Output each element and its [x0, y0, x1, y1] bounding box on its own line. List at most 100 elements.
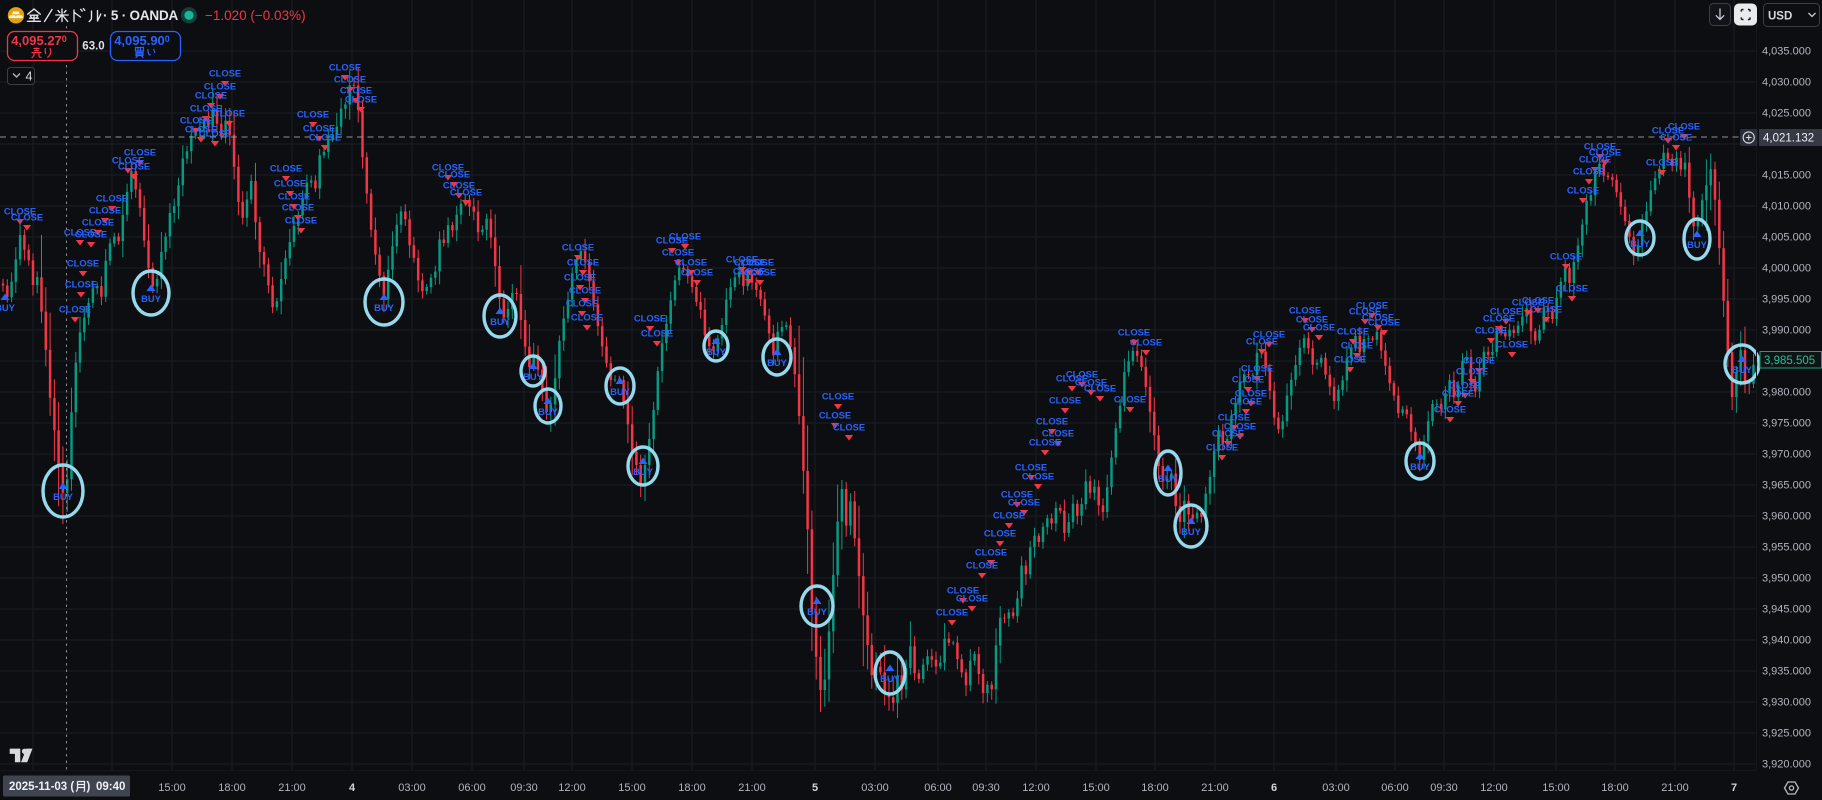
- svg-text:BUY: BUY: [880, 673, 901, 684]
- svg-text:CLOSE: CLOSE: [1368, 317, 1400, 328]
- svg-text:CLOSE: CLOSE: [112, 155, 144, 166]
- svg-text:21:00: 21:00: [278, 782, 306, 794]
- svg-text:CLOSE: CLOSE: [1579, 154, 1611, 165]
- svg-text:CLOSE: CLOSE: [1652, 125, 1684, 136]
- svg-text:4,000.000: 4,000.000: [1762, 263, 1811, 275]
- svg-text:CLOSE: CLOSE: [443, 180, 475, 191]
- svg-text:BUY: BUY: [538, 406, 559, 417]
- svg-text:BUY: BUY: [1158, 473, 1179, 484]
- svg-text:CLOSE: CLOSE: [75, 229, 107, 240]
- svg-text:CLOSE: CLOSE: [1556, 283, 1588, 294]
- svg-text:CLOSE: CLOSE: [285, 215, 317, 226]
- svg-text:CLOSE: CLOSE: [1668, 121, 1700, 132]
- svg-text:CLOSE: CLOSE: [1337, 326, 1369, 337]
- svg-text:BUY: BUY: [767, 357, 788, 368]
- svg-text:CLOSE: CLOSE: [733, 266, 765, 277]
- svg-text:CLOSE: CLOSE: [1475, 325, 1507, 336]
- svg-text:CLOSE: CLOSE: [1530, 304, 1562, 315]
- svg-text:CLOSE: CLOSE: [1522, 295, 1554, 306]
- svg-text:3,980.000: 3,980.000: [1762, 387, 1811, 399]
- svg-text:BUY: BUY: [374, 302, 395, 313]
- svg-text:4,021.132: 4,021.132: [1763, 133, 1814, 145]
- svg-text:CLOSE: CLOSE: [1442, 388, 1474, 399]
- svg-text:3,965.000: 3,965.000: [1762, 480, 1811, 492]
- svg-text:CLOSE: CLOSE: [1001, 489, 1033, 500]
- svg-text:CLOSE: CLOSE: [734, 257, 766, 268]
- svg-text:CLOSE: CLOSE: [1362, 312, 1394, 323]
- svg-text:CLOSE: CLOSE: [1456, 366, 1488, 377]
- svg-text:21:00: 21:00: [1661, 782, 1689, 794]
- svg-text:12:00: 12:00: [1480, 782, 1508, 794]
- svg-text:CLOSE: CLOSE: [345, 94, 377, 105]
- svg-text:CLOSE: CLOSE: [274, 178, 306, 189]
- svg-text:CLOSE: CLOSE: [984, 528, 1016, 539]
- svg-text:BUY: BUY: [490, 316, 511, 327]
- svg-text:15:00: 15:00: [1542, 782, 1570, 794]
- svg-text:CLOSE: CLOSE: [199, 128, 231, 139]
- svg-text:CLOSE: CLOSE: [64, 227, 96, 238]
- svg-text:3,920.000: 3,920.000: [1762, 759, 1811, 771]
- svg-text:CLOSE: CLOSE: [270, 163, 302, 174]
- svg-text:CLOSE: CLOSE: [975, 547, 1007, 558]
- svg-text:CLOSE: CLOSE: [1296, 314, 1328, 325]
- svg-text:21:00: 21:00: [1201, 782, 1229, 794]
- svg-text:6: 6: [1271, 782, 1277, 794]
- svg-text:4,015.000: 4,015.000: [1762, 170, 1811, 182]
- svg-text:09:30: 09:30: [510, 782, 538, 794]
- svg-text:CLOSE: CLOSE: [744, 267, 776, 278]
- svg-text:3,960.000: 3,960.000: [1762, 511, 1811, 523]
- svg-text:21:00: 21:00: [738, 782, 766, 794]
- svg-text:BUY: BUY: [1181, 526, 1202, 537]
- svg-text:CLOSE: CLOSE: [297, 109, 329, 120]
- svg-text:CLOSE: CLOSE: [1356, 300, 1388, 311]
- svg-text:09:30: 09:30: [972, 782, 1000, 794]
- svg-text:CLOSE: CLOSE: [1235, 388, 1267, 399]
- svg-text:BUY: BUY: [141, 293, 162, 304]
- svg-text:06:00: 06:00: [1381, 782, 1409, 794]
- svg-text:CLOSE: CLOSE: [833, 422, 865, 433]
- svg-text:CLOSE: CLOSE: [118, 161, 150, 172]
- svg-text:12:00: 12:00: [558, 782, 586, 794]
- svg-text:CLOSE: CLOSE: [726, 254, 758, 265]
- svg-text:CLOSE: CLOSE: [1490, 306, 1522, 317]
- svg-text:3,955.000: 3,955.000: [1762, 542, 1811, 554]
- svg-text:CLOSE: CLOSE: [564, 272, 596, 283]
- svg-text:3,930.000: 3,930.000: [1762, 697, 1811, 709]
- svg-text:03:00: 03:00: [861, 782, 889, 794]
- svg-text:CLOSE: CLOSE: [1036, 416, 1068, 427]
- svg-text:4,095.900: 4,095.900: [114, 33, 170, 48]
- svg-text:BUY: BUY: [0, 302, 16, 313]
- svg-text:4,030.000: 4,030.000: [1762, 77, 1811, 89]
- svg-text:4: 4: [349, 782, 356, 794]
- svg-text:CLOSE: CLOSE: [340, 85, 372, 96]
- svg-text:CLOSE: CLOSE: [89, 205, 121, 216]
- svg-text:18:00: 18:00: [218, 782, 246, 794]
- svg-text:CLOSE: CLOSE: [204, 81, 236, 92]
- svg-text:CLOSE: CLOSE: [450, 187, 482, 198]
- svg-text:CLOSE: CLOSE: [936, 607, 968, 618]
- svg-text:BUY: BUY: [1687, 239, 1708, 250]
- svg-text:CLOSE: CLOSE: [1646, 157, 1678, 168]
- svg-text:CLOSE: CLOSE: [641, 328, 673, 339]
- svg-text:BUY: BUY: [706, 346, 727, 357]
- svg-text:CLOSE: CLOSE: [1114, 394, 1146, 405]
- svg-text:CLOSE: CLOSE: [329, 62, 361, 73]
- svg-text:15:00: 15:00: [1082, 782, 1110, 794]
- svg-text:CLOSE: CLOSE: [124, 147, 156, 158]
- svg-text:CLOSE: CLOSE: [1434, 404, 1466, 415]
- svg-text:4: 4: [26, 70, 33, 84]
- svg-text:CLOSE: CLOSE: [1253, 329, 1285, 340]
- svg-text:3,985.505: 3,985.505: [1764, 355, 1815, 367]
- svg-text:CLOSE: CLOSE: [67, 258, 99, 269]
- svg-text:4,010.000: 4,010.000: [1762, 201, 1811, 213]
- svg-text:CLOSE: CLOSE: [1042, 428, 1074, 439]
- svg-text:CLOSE: CLOSE: [656, 235, 688, 246]
- svg-text:BUY: BUY: [1410, 461, 1431, 472]
- svg-text:−1.020 (−0.03%): −1.020 (−0.03%): [205, 8, 306, 23]
- svg-text:CLOSE: CLOSE: [966, 560, 998, 571]
- svg-text:4,035.000: 4,035.000: [1762, 46, 1811, 58]
- svg-text:CLOSE: CLOSE: [1130, 337, 1162, 348]
- svg-text:CLOSE: CLOSE: [1463, 355, 1495, 366]
- svg-text:BUY: BUY: [1732, 364, 1753, 375]
- svg-text:): ): [87, 781, 91, 793]
